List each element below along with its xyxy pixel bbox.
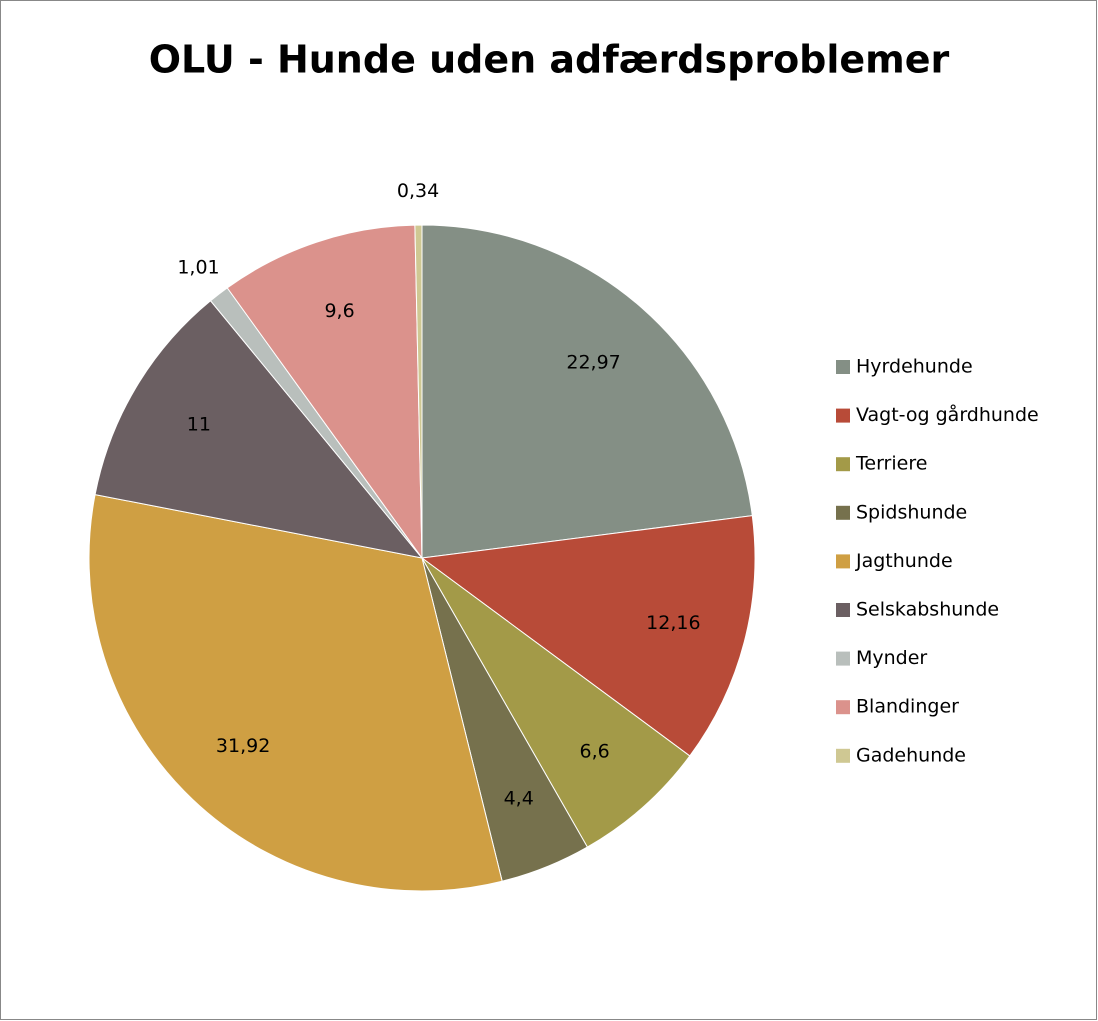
legend-label: Gadehunde [856, 744, 966, 766]
legend-label: Mynder [856, 647, 927, 669]
legend-swatch [836, 408, 850, 423]
pie-slice [421, 224, 753, 559]
pie-slice [414, 224, 423, 559]
data-label: 31,92 [216, 735, 270, 757]
pie-slice [421, 557, 691, 848]
pie-slice [420, 515, 756, 757]
legend-label: Hyrdehunde [856, 356, 973, 378]
data-label: 12,16 [646, 612, 700, 634]
legend-swatch [836, 554, 850, 569]
legend-swatch [836, 457, 850, 472]
legend-swatch [836, 360, 850, 374]
legend-label: Selskabshunde [856, 599, 999, 621]
data-label: 11 [187, 414, 211, 436]
data-label: 0,34 [397, 180, 439, 202]
legend-swatch [836, 651, 850, 666]
legend-swatch [836, 748, 850, 763]
legend-swatch [836, 505, 850, 520]
legend-swatch [836, 700, 850, 715]
pie-slice [226, 224, 423, 560]
legend-label: Vagt-og gårdhunde [856, 403, 1039, 426]
data-label: 1,01 [177, 256, 219, 278]
pie-slice [88, 493, 503, 892]
chart-title: OLU - Hunde uden adfærdsproblemer [149, 38, 950, 82]
data-label: 9,6 [324, 300, 354, 322]
legend-label: Blandinger [856, 696, 959, 718]
data-label: 4,4 [504, 788, 534, 810]
pie-slice [94, 300, 424, 559]
legend-swatch [836, 603, 850, 617]
legend-label: Terriere [855, 453, 927, 475]
data-label: 6,6 [580, 741, 610, 763]
legend-label: Jagthunde [855, 550, 953, 572]
data-label: 22,97 [566, 352, 620, 374]
legend-label: Spidshunde [856, 501, 967, 523]
